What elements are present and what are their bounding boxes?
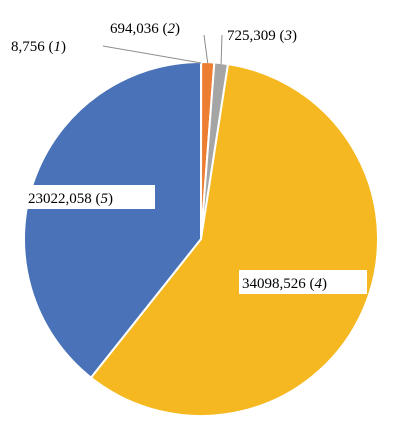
label-slice-2-index: 2 — [168, 21, 176, 37]
label-slice-3-value: 725,309 — [227, 28, 276, 44]
label-slice-3: 725,309 (3) — [227, 28, 297, 44]
label-slice-4-index: 4 — [315, 276, 323, 292]
svg-text:725,309 (3): 725,309 (3) — [227, 28, 297, 44]
svg-text:34098,526 (4): 34098,526 (4) — [242, 276, 327, 292]
label-slice-1: 8,756 (1) — [11, 39, 66, 55]
label-slice-1-index: 1 — [54, 39, 62, 55]
leader-lines — [102, 34, 223, 65]
label-slice-4-value: 34098,526 — [242, 276, 306, 292]
label-slice-2: 694,036 (2) — [110, 21, 180, 37]
label-slice-1-value: 8,756 — [11, 39, 45, 55]
leader-line-slice-2 — [203, 34, 209, 64]
leader-line-slice-3 — [220, 34, 223, 65]
label-slice-4: 34098,526 (4) — [239, 270, 367, 294]
leader-line-slice-1 — [102, 45, 202, 64]
svg-text:8,756 (1): 8,756 (1) — [11, 39, 66, 55]
svg-text:23022,058 (5): 23022,058 (5) — [28, 191, 113, 207]
pie-slice-5 — [23, 60, 202, 380]
label-slice-2-value: 694,036 — [110, 21, 159, 37]
label-slice-5-value: 23022,058 — [28, 191, 92, 207]
label-slice-5: 23022,058 (5) — [25, 185, 155, 209]
pie-slice-4 — [89, 62, 379, 417]
label-slice-5-index: 5 — [101, 191, 109, 207]
pie-slices — [23, 60, 379, 417]
svg-text:694,036 (2): 694,036 (2) — [110, 21, 180, 37]
label-slice-3-index: 3 — [284, 28, 293, 44]
